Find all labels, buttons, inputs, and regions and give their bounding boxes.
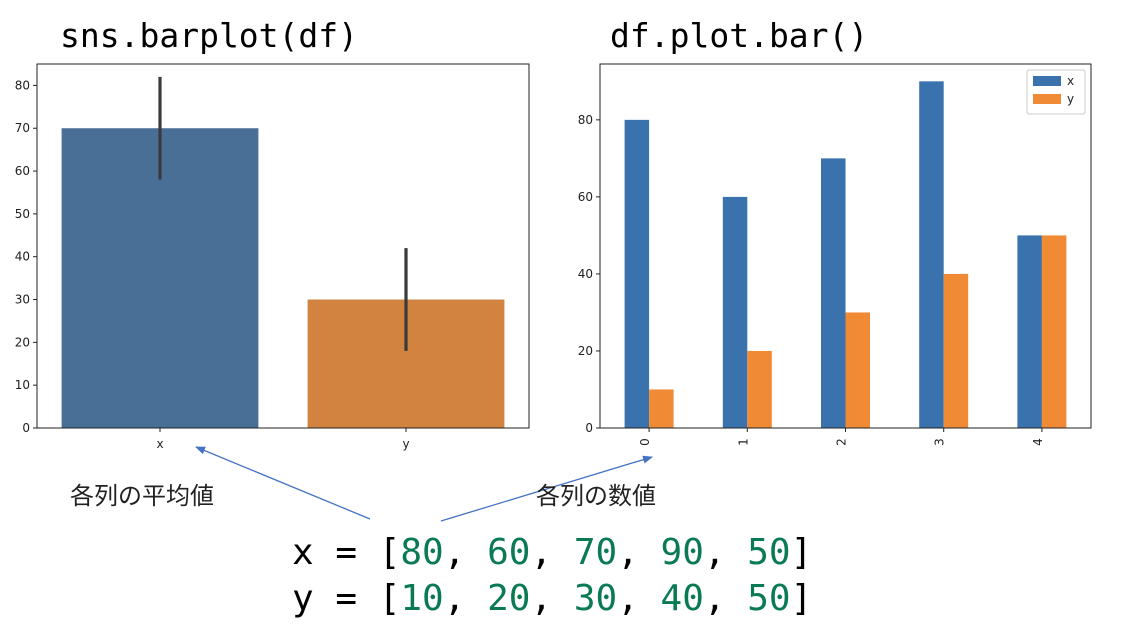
bar-x-1 — [722, 196, 748, 428]
legend-swatch-x — [1033, 76, 1061, 86]
bar-y-2 — [845, 312, 870, 428]
legend-label: y — [1067, 92, 1074, 106]
code-y-value: 40 — [660, 578, 704, 619]
y-tick-label: 20 — [578, 344, 593, 358]
arrow-to-right-chart — [440, 455, 653, 522]
x-tick-label: 4 — [1031, 438, 1045, 446]
bar-x-0 — [624, 119, 650, 428]
y-tick-label: 80 — [15, 78, 30, 92]
code-x-value: 90 — [660, 532, 704, 573]
y-tick-label: 40 — [578, 267, 593, 281]
sns-barplot: x y 0 10 20 30 40 50 60 70 80 — [15, 63, 530, 451]
x-tick-label: 2 — [835, 438, 849, 446]
y-tick-label: 50 — [15, 207, 30, 221]
code-y-value: 10 — [400, 578, 444, 619]
arrow-to-left-chart — [195, 446, 371, 520]
x-tick-label: x — [156, 437, 163, 451]
y-tick-label: 60 — [15, 164, 30, 178]
y-tick-label: 70 — [15, 121, 30, 135]
code-y-value: 20 — [487, 578, 531, 619]
x-tick-label: 3 — [933, 438, 947, 446]
code-x-value: 70 — [573, 532, 618, 573]
y-tick-label: 0 — [585, 421, 593, 435]
bar-y-3 — [943, 273, 969, 428]
x-tick-label: 0 — [638, 438, 652, 446]
legend-label: x — [1067, 74, 1074, 88]
code-y-suffix: ] — [790, 578, 813, 619]
right-chart-title: df.plot.bar() — [610, 16, 869, 55]
plot-frame — [36, 63, 530, 429]
code-x-suffix: ] — [790, 532, 813, 573]
code-y-value: 30 — [573, 578, 618, 619]
x-tick-label: y — [402, 437, 409, 451]
code-x-value: 80 — [400, 532, 444, 573]
bar-x-2 — [821, 158, 846, 429]
code-x-prefix: x = [ — [292, 532, 401, 573]
y-tick-label: 30 — [15, 293, 30, 307]
code-line-x: x = [80, 60, 70, 90, 50] — [292, 532, 813, 573]
y-tick-label: 0 — [22, 421, 30, 435]
x-tick-label: 1 — [736, 438, 750, 446]
plot-frame — [599, 63, 1092, 429]
bar-y-1 — [747, 350, 772, 428]
legend-swatch-y — [1033, 94, 1061, 104]
y-tick-label: 60 — [578, 190, 593, 204]
y-tick-label: 10 — [15, 378, 30, 392]
code-x-value: 60 — [487, 532, 531, 573]
bar-y-4 — [1041, 235, 1067, 428]
bar-x-3 — [919, 81, 944, 428]
legend: xy — [1026, 69, 1086, 115]
bar-x-4 — [1017, 235, 1042, 428]
y-tick-label: 20 — [15, 335, 30, 349]
annotation-mean: 各列の平均値 — [70, 482, 214, 510]
y-tick-label: 40 — [15, 250, 30, 264]
bar-y-0 — [649, 389, 674, 428]
annotation-values: 各列の数値 — [536, 482, 656, 510]
code-y-prefix: y = [ — [292, 578, 401, 619]
y-tick-label: 80 — [578, 113, 593, 127]
code-y-value: 50 — [747, 578, 791, 619]
code-line-y: y = [10, 20, 30, 40, 50] — [292, 578, 813, 619]
code-x-value: 50 — [747, 532, 791, 573]
left-chart-title: sns.barplot(df) — [60, 16, 359, 55]
